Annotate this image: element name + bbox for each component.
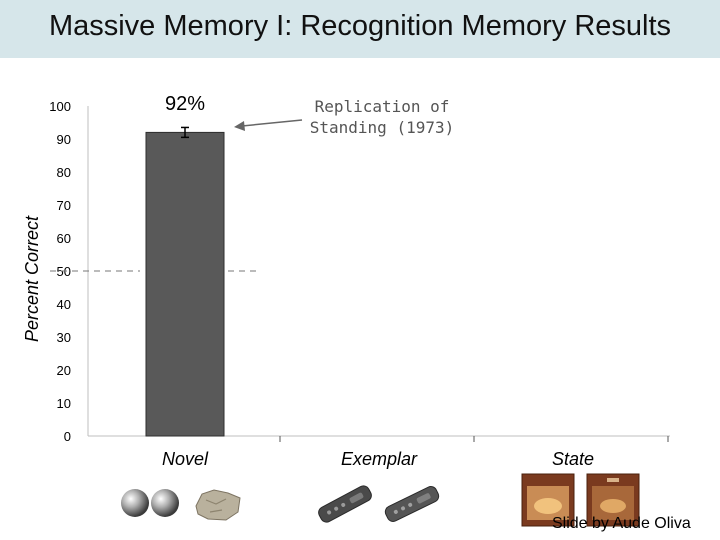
metal-balls-icon: [121, 489, 179, 517]
slide-title: Massive Memory I: Recognition Memory Res…: [48, 10, 672, 42]
y-tick-label: 90: [57, 132, 71, 147]
data-label: 92%: [165, 93, 205, 115]
annotation-arrowhead: [234, 121, 245, 131]
y-tick-label: 60: [57, 231, 71, 246]
y-tick-label: 70: [57, 198, 71, 213]
remote-control-icon: [318, 485, 372, 523]
slide-credit: Slide by Aude Oliva: [552, 515, 691, 532]
rock-icon: [195, 489, 241, 521]
open-box-icon: [521, 473, 575, 527]
annotation-arrow: [241, 119, 303, 127]
y-tick-label: 80: [57, 165, 71, 180]
y-tick-label: 10: [57, 396, 71, 411]
annotation-text: Replication of: [315, 97, 450, 116]
x-category-label: Exemplar: [341, 449, 418, 469]
y-tick-label: 0: [64, 429, 71, 444]
title-bar: [0, 0, 720, 58]
y-axis-label: Percent Correct: [22, 215, 42, 342]
y-tick-label: 40: [57, 297, 71, 312]
closed-box-icon: [586, 473, 640, 527]
x-category-label: Novel: [162, 449, 209, 469]
annotation-text: Standing (1973): [310, 118, 455, 137]
y-tick-label: 100: [49, 99, 71, 114]
y-tick-label: 20: [57, 363, 71, 378]
remote-control-icon: [384, 486, 440, 522]
bar-novel: [145, 131, 225, 437]
y-tick-label: 30: [57, 330, 71, 345]
x-category-label: State: [552, 449, 594, 469]
